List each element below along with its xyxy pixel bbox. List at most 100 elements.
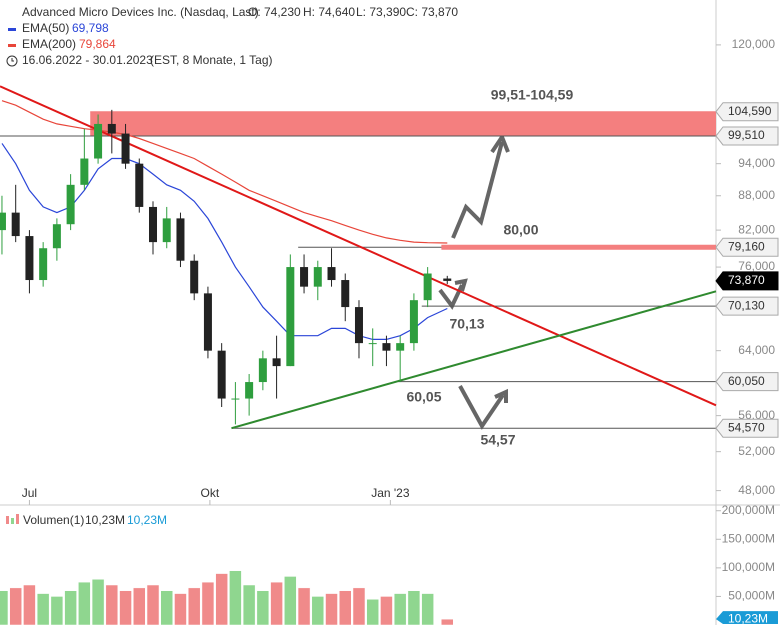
volume-bar <box>160 590 173 625</box>
annotation: 54,57 <box>480 432 515 448</box>
legend-swatch <box>8 44 16 47</box>
candle-body <box>217 350 226 399</box>
volume-tag-label: 10,23M <box>728 611 768 625</box>
candle-body <box>272 358 281 367</box>
candle-body <box>25 236 34 281</box>
legend-value: 69,798 <box>72 21 109 35</box>
clock-hands <box>11 58 14 62</box>
volume-y-tick-label: 100,000M <box>722 560 775 574</box>
volume-bar <box>64 590 77 625</box>
candle-body <box>94 123 103 159</box>
quote-high: H: 74,640 <box>303 5 355 19</box>
candle-body <box>382 343 391 351</box>
arrow-head <box>490 132 510 154</box>
x-tick-label: Jan '23 <box>371 486 410 500</box>
volume-bar <box>441 618 454 625</box>
clock-icon <box>6 55 18 67</box>
x-tick-label: Okt <box>201 486 220 500</box>
volume-y-tick-label: 200,000M <box>722 503 775 517</box>
volume-bar <box>421 593 434 625</box>
arrow-bounce <box>458 385 505 430</box>
arrow-up <box>451 141 504 239</box>
candle-body <box>66 184 75 225</box>
y-tick-label: 52,000 <box>738 444 775 458</box>
volume-bar <box>297 587 311 625</box>
volume-bar <box>78 581 91 625</box>
period-note: (EST, 8 Monate, 1 Tag) <box>150 53 273 67</box>
candle-body <box>162 218 171 243</box>
arrow-head <box>454 278 468 292</box>
volume-icon <box>6 516 9 524</box>
volume-bar <box>133 587 146 625</box>
y-tick-label: 76,000 <box>738 259 775 273</box>
candle-body <box>121 133 130 164</box>
volume-bar <box>338 590 352 625</box>
x-tick-label: Jul <box>22 486 37 500</box>
annotation: 60,05 <box>406 389 441 405</box>
volume-legend-value: 10,23M <box>127 513 167 527</box>
legend-name: EMA(200) <box>22 37 76 51</box>
ema-line <box>1 100 448 244</box>
y-tick-label: 48,000 <box>738 483 775 497</box>
volume-legend-value: 10,23M <box>85 513 125 527</box>
volume-bar <box>50 596 64 625</box>
candle-body <box>149 206 158 243</box>
volume-bar <box>325 593 338 625</box>
candle-body <box>231 398 240 400</box>
volume-bar <box>407 590 421 625</box>
candle-body <box>135 163 144 207</box>
price-plot: 120,000 94,000 88,000 82,000 76,000 64,000 56,… <box>0 37 779 505</box>
annotation: 70,13 <box>449 316 484 332</box>
price-tag <box>715 237 779 257</box>
volume-bar <box>36 593 50 625</box>
candle-body <box>80 158 89 185</box>
annotation: 99,51-104,59 <box>491 87 574 103</box>
price-tag-label: 54,570 <box>728 420 765 434</box>
candle-body <box>341 280 350 308</box>
legend-value: 79,864 <box>79 37 116 51</box>
candle-body <box>327 267 336 281</box>
candle-body <box>423 273 432 301</box>
volume-y-tick-label: 150,000M <box>722 531 775 545</box>
y-tick-label: 120,000 <box>732 37 776 51</box>
volume-bar <box>9 587 22 625</box>
volume-bar <box>187 587 201 625</box>
volume-bar <box>23 584 36 625</box>
volume-bar <box>105 584 119 625</box>
candle-body <box>258 358 267 383</box>
volume-bar <box>91 579 105 625</box>
volume-bar <box>242 584 256 625</box>
candle-body <box>313 267 322 287</box>
candle-body <box>354 307 363 344</box>
candle-body <box>190 260 199 294</box>
candle-body <box>39 248 48 281</box>
price-tag <box>715 102 779 122</box>
volume-icon <box>11 518 14 524</box>
candle-body <box>0 212 6 231</box>
quote-low: L: 73,390 <box>356 5 406 19</box>
y-tick-label: 64,000 <box>738 343 775 357</box>
price-tag-label: 73,870 <box>728 273 765 287</box>
target-zone <box>90 111 717 136</box>
arrow-head <box>494 388 508 403</box>
header: Advanced Micro Devices Inc. (Nasdaq, Las… <box>6 5 458 527</box>
legend-swatch <box>8 28 16 31</box>
candle-body <box>300 267 309 287</box>
price-tag <box>715 296 779 316</box>
price-tag <box>715 372 779 392</box>
volume-bar <box>352 587 366 625</box>
legend-name: EMA(50) <box>22 21 69 35</box>
price-tag <box>715 126 779 146</box>
volume-bar <box>0 590 9 625</box>
y-tick-label: 82,000 <box>738 222 775 236</box>
volume-icon <box>16 514 19 524</box>
annotation: 80,00 <box>503 222 538 238</box>
trendline <box>0 85 717 407</box>
chart-title: Advanced Micro Devices Inc. (Nasdaq, Las… <box>22 5 259 19</box>
candle-body <box>203 293 212 351</box>
price-tag-label: 79,160 <box>728 239 765 253</box>
candle-body <box>245 382 254 399</box>
trendline <box>231 290 717 430</box>
